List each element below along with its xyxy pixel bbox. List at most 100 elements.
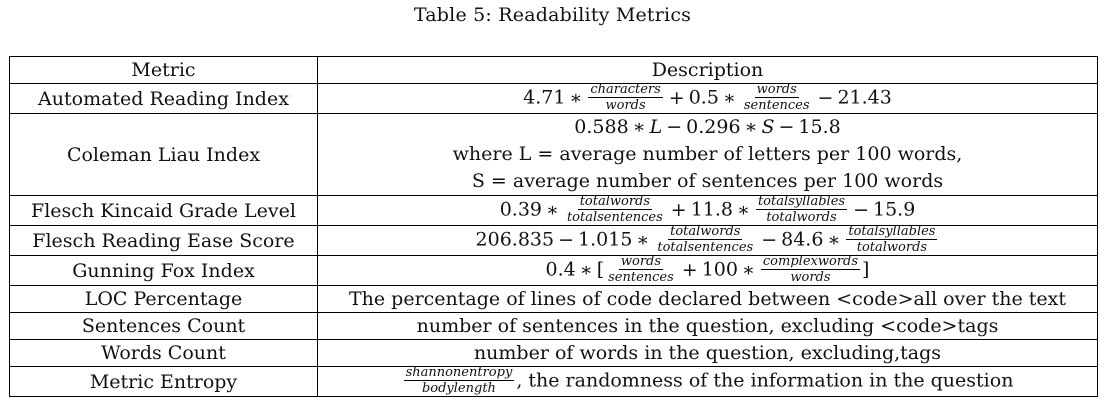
operator: ∗ bbox=[569, 86, 583, 109]
metric-name: Gunning Fox Index bbox=[9, 255, 318, 286]
fraction-denominator: sentences bbox=[743, 98, 810, 113]
fraction: characters words bbox=[588, 83, 663, 113]
readability-metrics-table: Metric Description Automated Reading Ind… bbox=[9, 56, 1098, 397]
operator: − bbox=[558, 228, 575, 251]
fraction-numerator: words bbox=[618, 255, 664, 270]
formula-term: 84.6 bbox=[781, 228, 824, 251]
fraction-denominator: bodylength bbox=[421, 381, 496, 396]
formula-term: 0.5 bbox=[688, 86, 719, 109]
metric-name: Automated Reading Index bbox=[9, 83, 318, 114]
fraction-numerator: shannonentropy bbox=[403, 366, 515, 381]
table-row: Automated Reading Index 4.71 ∗ characters w… bbox=[9, 83, 1098, 114]
table-caption: Table 5: Readability Metrics bbox=[413, 4, 692, 26]
formula-variable: L bbox=[649, 116, 663, 138]
metric-formula: 206.835−1.015 ∗ totalwords totalsentences −8… bbox=[317, 225, 1098, 256]
operator: ∗ bbox=[722, 86, 736, 109]
fraction-numerator: words bbox=[754, 83, 799, 98]
fraction-denominator: words bbox=[790, 270, 831, 285]
metric-name: LOC Percentage bbox=[9, 285, 318, 313]
formula-variable: S bbox=[761, 116, 775, 138]
table-row: Gunning Fox Index 0.4 ∗[words sentences +10… bbox=[9, 255, 1098, 286]
metric-formula: 0.39 ∗ totalwords totalsentences +11.8 ∗ total… bbox=[317, 195, 1098, 226]
metric-formula: shannonentropy bodylength, the randomness… bbox=[317, 366, 1098, 397]
metric-description: number of words in the question, excludi… bbox=[317, 339, 1098, 367]
fraction-numerator: totalwords bbox=[577, 195, 653, 210]
metric-formula: 0.4 ∗[words sentences +100 ∗ complexwords word… bbox=[317, 255, 1098, 286]
formula-explanation: S = average number of sentences per 100 … bbox=[471, 170, 944, 192]
fraction: words sentences bbox=[742, 83, 812, 113]
header-description: Description bbox=[317, 56, 1098, 84]
fraction-denominator: totalwords bbox=[766, 210, 837, 225]
fraction-denominator: totalwords bbox=[856, 240, 928, 255]
metric-formula: 0.588 ∗ L −0.296 ∗ S −15.8 where L = average n… bbox=[317, 113, 1098, 196]
operator: − bbox=[761, 228, 778, 251]
fraction: totalsyllables totalwords bbox=[755, 195, 848, 225]
formula-term: 11.8 bbox=[690, 198, 734, 221]
metric-formula: 4.71 ∗ characters words +0.5 ∗ words sentences −… bbox=[317, 83, 1098, 114]
table-row: Words Count number of words in the quest… bbox=[9, 339, 1098, 367]
operator: + bbox=[668, 86, 685, 109]
fraction: complexwords words bbox=[760, 255, 861, 285]
formula-term: 206.835 bbox=[475, 228, 555, 251]
formula-explanation: where L = average number of letters per … bbox=[452, 143, 963, 165]
fraction-numerator: totalwords bbox=[668, 225, 743, 240]
formula-term: 21.43 bbox=[837, 86, 892, 109]
operator: + bbox=[681, 258, 698, 281]
table-row: Sentences Count number of sentences in t… bbox=[9, 312, 1098, 340]
operator: − bbox=[853, 198, 869, 221]
metric-name: Sentences Count bbox=[9, 312, 318, 340]
metric-description: , the randomness of the information in t… bbox=[516, 369, 1014, 392]
fraction-numerator: totalsyllables bbox=[755, 195, 848, 210]
operator: ∗ bbox=[579, 258, 593, 281]
header-metric: Metric bbox=[9, 56, 318, 84]
formula-term: 0.4 bbox=[545, 258, 576, 281]
fraction-denominator: totalsentences bbox=[566, 210, 663, 225]
formula-term: 4.71 bbox=[523, 86, 566, 109]
fraction-numerator: characters bbox=[588, 83, 663, 98]
formula-term: 1.015 bbox=[578, 228, 633, 251]
metric-name: Metric Entropy bbox=[9, 366, 318, 397]
formula-term: 0.588 bbox=[574, 116, 629, 138]
operator: + bbox=[670, 198, 687, 221]
formula-term: 0.39 bbox=[499, 198, 543, 221]
table-row: Metric Entropy shannonentropy bodylength,… bbox=[9, 366, 1098, 397]
fraction: totalwords totalsentences bbox=[655, 225, 755, 255]
formula-term: 15.9 bbox=[872, 198, 916, 221]
formula-term: 0.296 bbox=[686, 116, 741, 138]
table-row: Flesch Kincaid Grade Level 0.39 ∗ totalwor… bbox=[9, 195, 1098, 226]
operator: ∗ bbox=[744, 116, 758, 138]
operator: − bbox=[666, 116, 683, 138]
metric-description: number of sentences in the question, exc… bbox=[317, 312, 1098, 340]
fraction: shannonentropy bodylength bbox=[403, 366, 515, 396]
fraction: words sentences bbox=[606, 255, 676, 285]
table-row: Flesch Reading Ease Score 206.835−1.015 ∗… bbox=[9, 225, 1098, 256]
metric-name: Words Count bbox=[9, 339, 318, 367]
operator: − bbox=[817, 86, 834, 109]
fraction: totalsyllables totalwords bbox=[846, 225, 938, 255]
fraction-denominator: sentences bbox=[608, 270, 674, 285]
formula-term: 100 bbox=[701, 258, 738, 281]
operator: ∗ bbox=[632, 116, 646, 138]
formula-line: 0.588 ∗ L −0.296 ∗ S −15.8 bbox=[322, 115, 1093, 142]
operator: − bbox=[778, 116, 795, 138]
fraction-denominator: words bbox=[605, 98, 646, 113]
operator: ∗ bbox=[636, 228, 650, 251]
bracket: ] bbox=[862, 258, 870, 281]
table-row: Coleman Liau Index 0.588 ∗ L −0.296 ∗ S −15.8 … bbox=[9, 113, 1098, 196]
fraction-numerator: complexwords bbox=[760, 255, 861, 270]
operator: ∗ bbox=[741, 258, 755, 281]
operator: ∗ bbox=[827, 228, 841, 251]
metric-name: Flesch Kincaid Grade Level bbox=[9, 195, 318, 226]
fraction-numerator: totalsyllables bbox=[846, 225, 938, 240]
operator: ∗ bbox=[546, 198, 559, 221]
fraction-denominator: totalsentences bbox=[657, 240, 754, 255]
metric-name: Flesch Reading Ease Score bbox=[9, 225, 318, 256]
formula-term: 15.8 bbox=[798, 116, 841, 138]
bracket: [ bbox=[596, 258, 605, 281]
fraction: totalwords totalsentences bbox=[565, 195, 665, 225]
table-row: LOC Percentage The percentage of lines o… bbox=[9, 285, 1098, 313]
metric-description: The percentage of lines of code declared… bbox=[317, 285, 1098, 313]
operator: ∗ bbox=[737, 198, 750, 221]
table-header-row: Metric Description bbox=[9, 56, 1098, 84]
metric-name: Coleman Liau Index bbox=[9, 113, 318, 196]
